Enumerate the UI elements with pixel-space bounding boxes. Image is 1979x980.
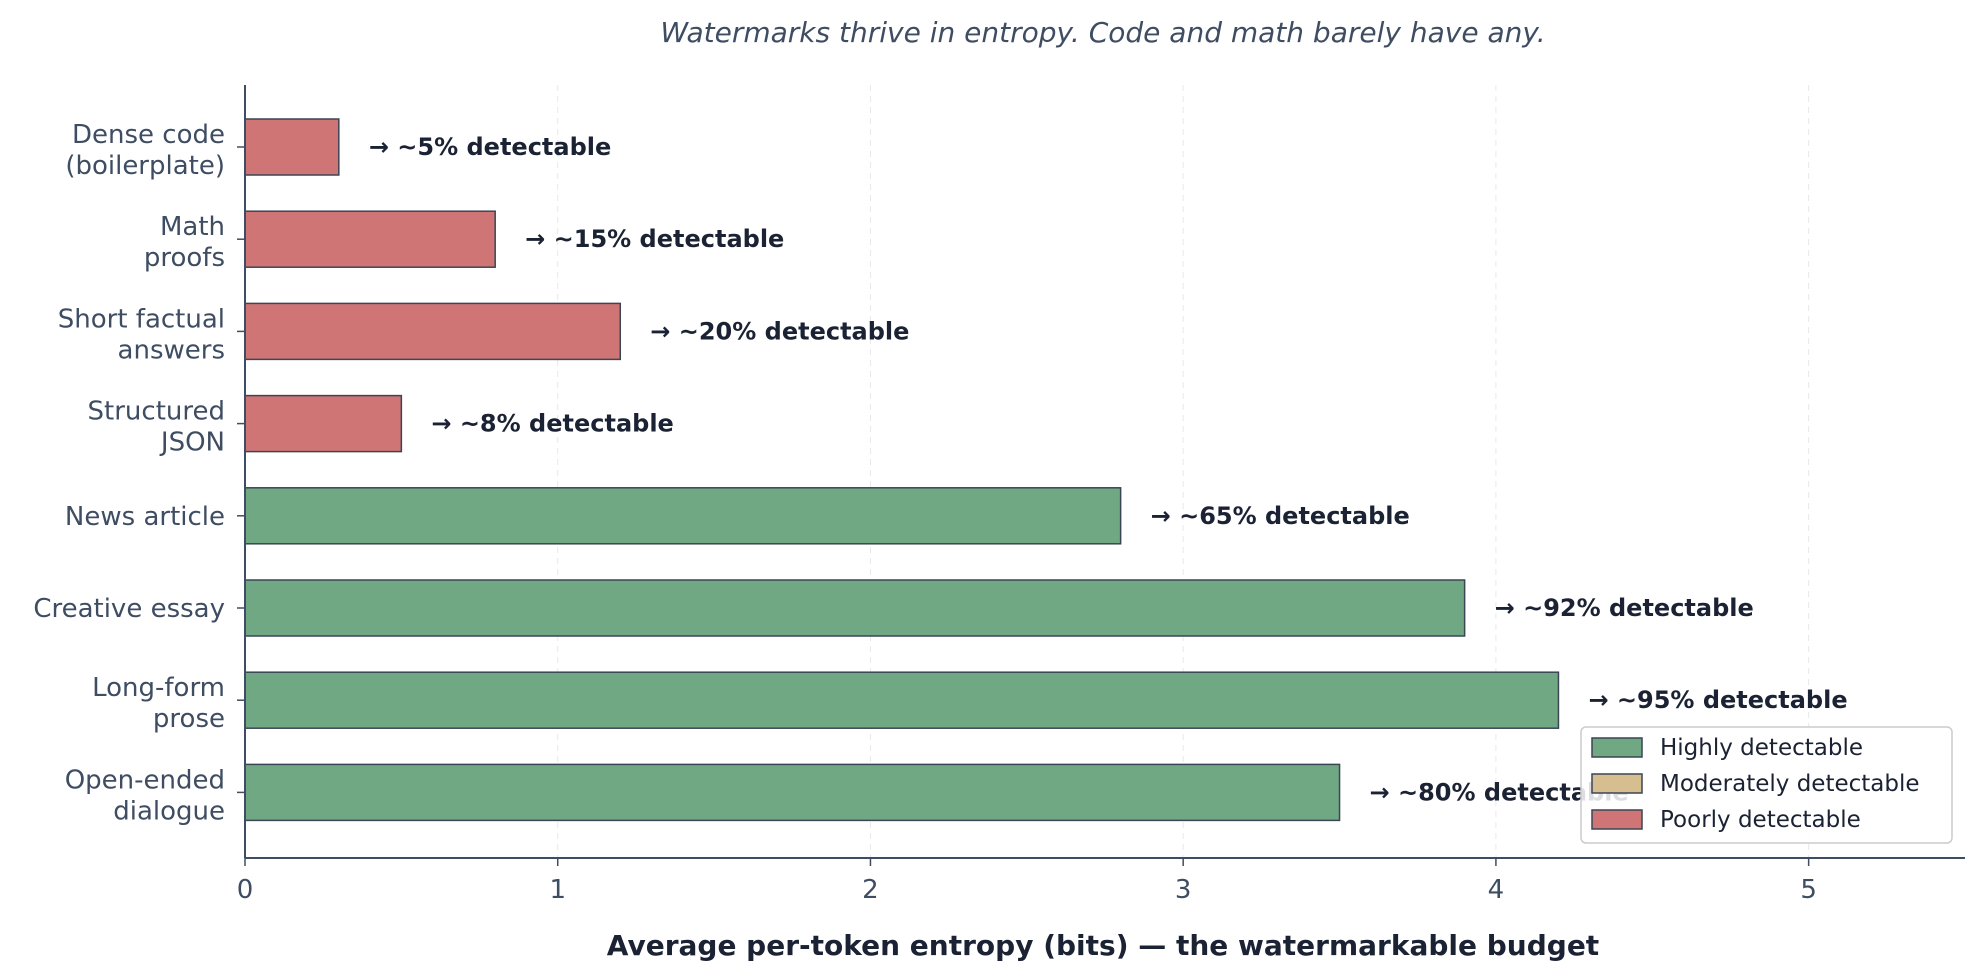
y-tick-label: Short factual answers xyxy=(58,304,225,365)
y-tick-label-line: Math xyxy=(160,212,225,242)
x-tick-label: 0 xyxy=(237,875,254,905)
y-tick-label-line: Creative essay xyxy=(33,594,225,624)
x-tick-label: 3 xyxy=(1175,875,1192,905)
legend-label: Moderately detectable xyxy=(1660,771,1920,797)
bar xyxy=(244,118,340,176)
data-label: → ~20% detectable xyxy=(650,317,909,345)
legend-box xyxy=(1580,726,1953,844)
bars xyxy=(244,118,1560,822)
bar xyxy=(244,579,1466,637)
y-tick-label-line: Dense code xyxy=(72,120,225,150)
bar xyxy=(244,487,1122,545)
bar xyxy=(244,394,403,453)
grid xyxy=(557,85,1810,858)
bar xyxy=(244,763,1341,822)
legend-swatch xyxy=(1591,737,1643,758)
bar xyxy=(244,671,1560,729)
y-tick-labels: Dense code (boilerplate) Math proofs Short f… xyxy=(33,120,225,826)
y-tick-label: News article xyxy=(65,502,225,532)
x-tick-label: 2 xyxy=(862,875,879,905)
axes xyxy=(237,85,1965,866)
legend-label: Poorly detectable xyxy=(1660,807,1861,833)
bar xyxy=(244,302,622,361)
x-tick-label: 5 xyxy=(1800,875,1817,905)
data-label: → ~8% detectable xyxy=(431,410,673,438)
y-tick-label: Math proofs xyxy=(144,212,225,273)
y-tick-label-line: (boilerplate) xyxy=(65,151,225,181)
data-label: → ~95% detectable xyxy=(1588,686,1847,714)
y-tick-label: Creative essay xyxy=(33,594,225,624)
y-tick-label-line: Structured xyxy=(88,397,225,427)
y-tick-label: Structured JSON xyxy=(88,397,225,458)
y-tick-label: Open-ended dialogue xyxy=(65,765,225,826)
y-tick-label-line: News article xyxy=(65,502,225,532)
data-label: → ~5% detectable xyxy=(369,133,611,161)
legend-label: Highly detectable xyxy=(1660,735,1863,761)
y-tick-label-line: proofs xyxy=(144,243,225,273)
chart-title: Watermarks thrive in entropy. Code and m… xyxy=(660,16,1545,49)
x-tick-label: 1 xyxy=(549,875,566,905)
y-tick-label-line: prose xyxy=(153,704,225,734)
y-tick-label-line: Open-ended xyxy=(65,765,225,795)
legend-swatch xyxy=(1591,773,1643,794)
legend-swatch xyxy=(1591,809,1643,830)
legend: Highly detectable Moderately detectable Po… xyxy=(1580,726,1953,844)
data-label: → ~92% detectable xyxy=(1495,594,1754,622)
y-tick-label-line: answers xyxy=(118,335,225,365)
data-labels: → ~5% detectable → ~15% detectable → ~20% … xyxy=(369,133,1848,806)
y-tick-label-line: JSON xyxy=(159,428,225,458)
data-label: → ~15% detectable xyxy=(525,225,784,253)
y-tick-label: Long-form prose xyxy=(92,673,225,734)
x-axis-label: Average per-token entropy (bits) — the w… xyxy=(607,929,1599,962)
data-label: → ~65% detectable xyxy=(1151,502,1410,530)
y-tick-label: Dense code (boilerplate) xyxy=(65,120,225,181)
x-tick-label: 4 xyxy=(1488,875,1505,905)
y-tick-label-line: Short factual xyxy=(58,304,225,334)
y-tick-label-line: Long-form xyxy=(92,673,225,703)
x-tick-labels: 0 1 2 3 4 5 xyxy=(237,875,1817,905)
bar xyxy=(244,210,496,268)
y-tick-label-line: dialogue xyxy=(113,796,225,826)
